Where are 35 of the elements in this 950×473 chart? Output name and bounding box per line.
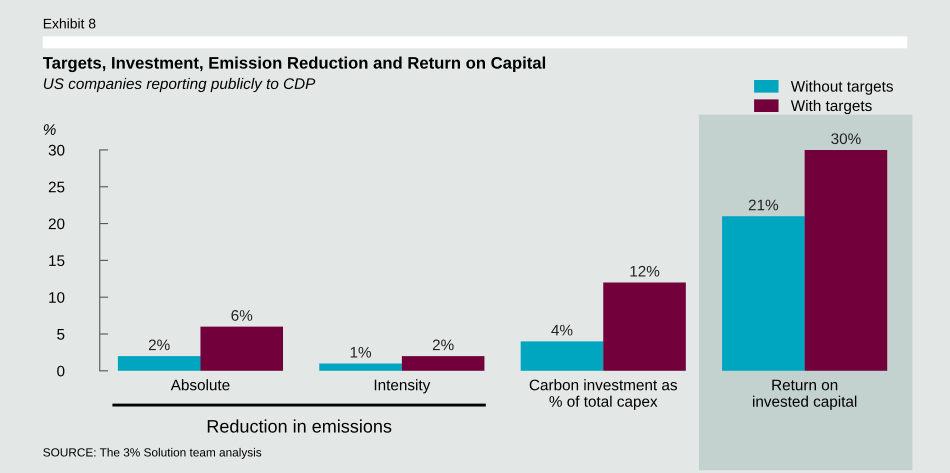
text: Exhibit 8 — [44, 18, 96, 29]
data-label: 6% — [231, 310, 252, 321]
bar — [319, 363, 402, 371]
data-label: 1% — [350, 346, 372, 358]
data-label: 4% — [551, 324, 572, 336]
bar — [603, 282, 686, 371]
bar — [118, 356, 200, 371]
x-tick-label: Absolute — [170, 379, 230, 390]
data-label: 12% — [630, 266, 660, 277]
data-label: 2% — [148, 339, 170, 350]
bar — [722, 216, 805, 371]
legend-label: With targets — [790, 100, 872, 114]
source-note: SOURCE: The 3% Solution team analysis — [43, 448, 262, 459]
bar — [402, 356, 484, 371]
chart-subtitle: US companies reporting publicly to CDP — [44, 78, 316, 92]
data-label: 2% — [432, 339, 454, 350]
bar — [520, 341, 604, 371]
data-label: 30% — [831, 133, 861, 144]
text: Reduction in emissions — [208, 419, 392, 433]
y-tick-label: 5 — [57, 329, 64, 340]
y-tick-label: 30 — [48, 144, 64, 156]
y-tick-label: 20 — [48, 218, 64, 230]
x-tick-label: Carbon investment as % of total capex — [530, 379, 678, 410]
y-tick-label: 10 — [49, 292, 64, 303]
bar — [200, 326, 284, 371]
chart-title: Targets, Investment, Emission Reduction and Return on Capital — [42, 56, 546, 72]
y-tick-label: 15 — [49, 255, 64, 266]
bar — [804, 150, 888, 371]
x-tick-label: Return on invested capital — [753, 380, 856, 410]
y-tick-label: 25 — [48, 182, 64, 192]
y-axis-title: % — [44, 124, 56, 135]
data-label: 21% — [748, 200, 778, 210]
legend-label: Without targets — [790, 80, 893, 95]
y-tick-label: 0 — [57, 366, 64, 377]
x-tick-label: Intensity — [374, 379, 430, 394]
